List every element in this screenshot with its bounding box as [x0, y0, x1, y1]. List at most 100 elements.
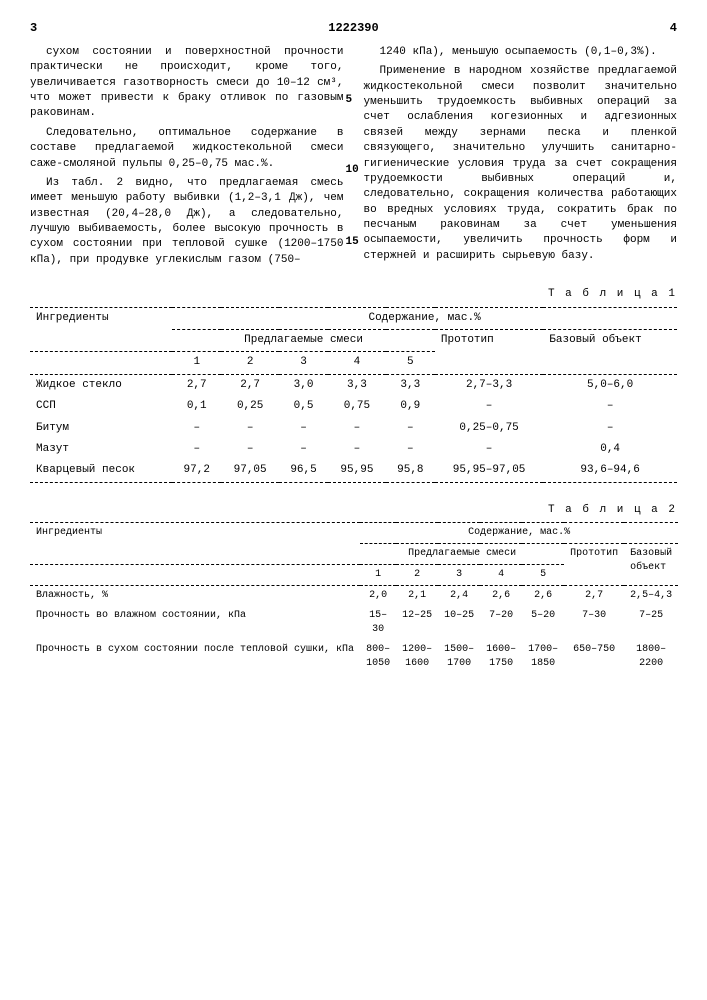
- cell: –: [279, 418, 328, 439]
- table1-caption: Т а б л и ц а 1: [30, 287, 677, 302]
- th-col2: 2: [221, 352, 279, 374]
- cell: 97,05: [221, 460, 279, 482]
- cell: 95,95–97,05: [435, 460, 543, 482]
- cell: 3,3: [386, 374, 435, 396]
- page-num-left: 3: [30, 20, 37, 37]
- cell: 1200–1600: [396, 640, 438, 674]
- th-ingredients: Ингредиенты: [30, 523, 360, 565]
- cell: 5,0–6,0: [543, 374, 677, 396]
- th-col5: 5: [386, 352, 435, 374]
- th-base: Базовый объект: [543, 330, 677, 375]
- cell: 93,6–94,6: [543, 460, 677, 482]
- cell: 97,2: [172, 460, 221, 482]
- para: 1240 кПа), меньшую осыпаемость (0,1–0,3%…: [364, 45, 678, 60]
- cell: 1800–2200: [624, 640, 678, 674]
- cell: –: [435, 439, 543, 460]
- cell: –: [386, 418, 435, 439]
- cell: 0,4: [543, 439, 677, 460]
- cell: –: [221, 418, 279, 439]
- cell: 3,0: [279, 374, 328, 396]
- table-row: Влажность, % 2,0 2,1 2,4 2,6 2,6 2,7 2,5…: [30, 586, 678, 607]
- cell: 0,1: [172, 396, 221, 417]
- cell: 7–25: [624, 606, 678, 640]
- th-col2: 2: [396, 565, 438, 586]
- cell: 2,1: [396, 586, 438, 607]
- cell: 2,7: [172, 374, 221, 396]
- cell: 2,0: [360, 586, 396, 607]
- cell: Прочность во влажном состоянии, кПа: [30, 606, 360, 640]
- cell: 12–25: [396, 606, 438, 640]
- cell: 2,7: [221, 374, 279, 396]
- cell: ССП: [30, 396, 172, 417]
- cell: 0,25–0,75: [435, 418, 543, 439]
- cell: 2,5–4,3: [624, 586, 678, 607]
- table-1: Ингредиенты Содержание, мас.% Предлагаем…: [30, 307, 677, 483]
- right-column: 1240 кПа), меньшую осыпаемость (0,1–0,3%…: [364, 45, 678, 272]
- cell: 1700–1850: [522, 640, 564, 674]
- th-mixes: Предлагаемые смеси: [360, 544, 564, 565]
- th-proto: Прототип: [564, 544, 624, 586]
- th-col4: 4: [480, 565, 522, 586]
- table-row: Кварцевый песок 97,2 97,05 96,5 95,95 95…: [30, 460, 677, 482]
- table-row: Битум – – – – – 0,25–0,75 –: [30, 418, 677, 439]
- cell: –: [221, 439, 279, 460]
- table-2: Ингредиенты Содержание, мас.% Предлагаем…: [30, 522, 678, 674]
- th-col3: 3: [279, 352, 328, 374]
- cell: 0,5: [279, 396, 328, 417]
- table-row: Прочность в сухом состоянии после теплов…: [30, 640, 678, 674]
- cell: Жидкое стекло: [30, 374, 172, 396]
- cell: 1600–1750: [480, 640, 522, 674]
- th-content: Содержание, мас.%: [360, 523, 678, 544]
- cell: 0,9: [386, 396, 435, 417]
- cell: 800–1050: [360, 640, 396, 674]
- table-row: ССП 0,1 0,25 0,5 0,75 0,9 – –: [30, 396, 677, 417]
- page-num-right: 4: [670, 20, 677, 37]
- para: Из табл. 2 видно, что предлагаемая смесь…: [30, 176, 344, 268]
- cell: 96,5: [279, 460, 328, 482]
- th-col1: 1: [172, 352, 221, 374]
- margin-num-10: 10: [346, 163, 359, 178]
- cell: Влажность, %: [30, 586, 360, 607]
- th-col1: 1: [360, 565, 396, 586]
- cell: –: [435, 396, 543, 417]
- cell: 2,7–3,3: [435, 374, 543, 396]
- cell: 0,75: [328, 396, 386, 417]
- cell: 1500–1700: [438, 640, 480, 674]
- table-row: Жидкое стекло 2,7 2,7 3,0 3,3 3,3 2,7–3,…: [30, 374, 677, 396]
- th-col4: 4: [328, 352, 386, 374]
- para: Применение в народном хозяйстве предлага…: [364, 64, 678, 264]
- cell: 10–25: [438, 606, 480, 640]
- th-col3: 3: [438, 565, 480, 586]
- th-ingredients: Ингредиенты: [30, 307, 172, 352]
- cell: –: [279, 439, 328, 460]
- table-row: Прочность во влажном состоянии, кПа 15–3…: [30, 606, 678, 640]
- cell: 15–30: [360, 606, 396, 640]
- cell: 2,6: [480, 586, 522, 607]
- table2-caption: Т а б л и ц а 2: [30, 503, 677, 518]
- table-row: Мазут – – – – – – 0,4: [30, 439, 677, 460]
- th-col5: 5: [522, 565, 564, 586]
- cell: Битум: [30, 418, 172, 439]
- th-proto: Прототип: [435, 330, 543, 375]
- cell: –: [328, 439, 386, 460]
- doc-number: 1222390: [328, 20, 378, 37]
- para: сухом состоянии и поверхностной прочност…: [30, 45, 344, 122]
- cell: 2,4: [438, 586, 480, 607]
- cell: 2,6: [522, 586, 564, 607]
- cell: Мазут: [30, 439, 172, 460]
- cell: 2,7: [564, 586, 624, 607]
- cell: –: [543, 396, 677, 417]
- cell: 95,95: [328, 460, 386, 482]
- margin-num-15: 15: [346, 235, 359, 250]
- th-base: Базовый объект: [624, 544, 678, 586]
- th-content: Содержание, мас.%: [172, 307, 677, 329]
- cell: –: [328, 418, 386, 439]
- cell: Прочность в сухом состоянии после теплов…: [30, 640, 360, 674]
- para: Следовательно, оптимальное содержание в …: [30, 126, 344, 172]
- cell: 95,8: [386, 460, 435, 482]
- cell: 7–30: [564, 606, 624, 640]
- cell: –: [172, 439, 221, 460]
- left-column: сухом состоянии и поверхностной прочност…: [30, 45, 344, 272]
- cell: –: [543, 418, 677, 439]
- cell: –: [172, 418, 221, 439]
